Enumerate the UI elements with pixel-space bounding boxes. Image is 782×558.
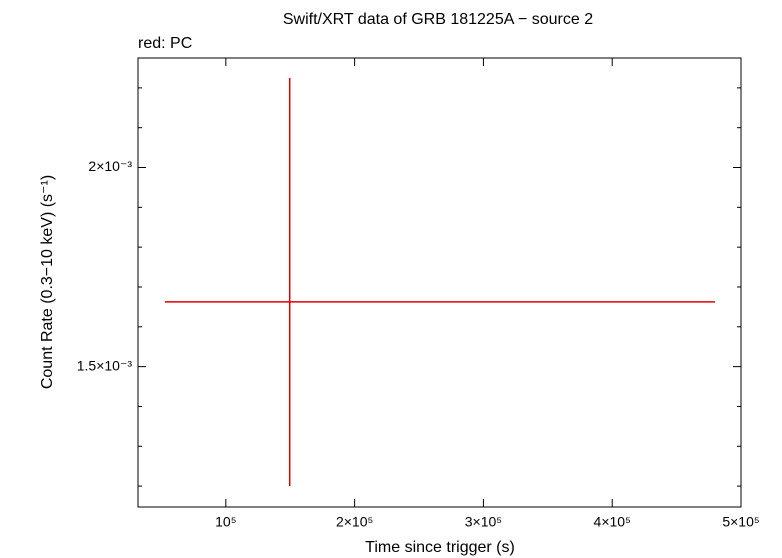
plot-frame (137, 57, 742, 508)
x-tick-label: 3×10⁵ (465, 514, 502, 530)
x-axis-label: Time since trigger (s) (365, 539, 515, 556)
x-tick-label: 5×10⁵ (722, 514, 759, 530)
x-tick-label: 4×10⁵ (594, 514, 631, 530)
y-axis-label: Count Rate (0.3−10 keV) (s⁻¹) (39, 175, 56, 389)
chart-subtitle: red: PC (138, 35, 192, 52)
y-tick-label: 2×10⁻³ (88, 158, 132, 174)
x-tick-label: 10⁵ (215, 514, 236, 530)
chart-title: Swift/XRT data of GRB 181225A − source 2 (283, 11, 593, 28)
x-tick-label: 2×10⁵ (336, 514, 373, 530)
y-tick-label: 1.5×10⁻³ (77, 357, 133, 373)
